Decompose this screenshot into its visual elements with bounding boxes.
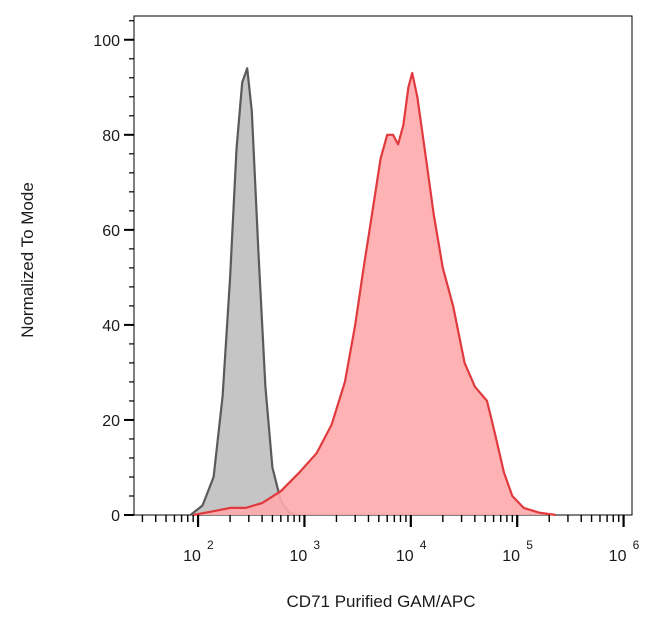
y-tick-label: 20 xyxy=(102,413,120,430)
x-tick-label: 10 xyxy=(183,548,201,565)
x-tick-exponent: 6 xyxy=(633,538,640,552)
y-tick-label: 80 xyxy=(102,128,120,145)
series-1-area xyxy=(190,68,297,516)
series-2-line xyxy=(192,71,556,517)
x-axis-label: CD71 Purified GAM/APC xyxy=(287,592,476,611)
series-1-line xyxy=(189,67,298,517)
x-tick-exponent: 4 xyxy=(420,538,427,552)
x-tick-label: 10 xyxy=(396,548,414,565)
x-tick-exponent: 5 xyxy=(526,538,533,552)
x-tick-exponent: 2 xyxy=(207,538,214,552)
series-2-area xyxy=(193,73,556,515)
x-tick-label: 10 xyxy=(502,548,520,565)
x-tick-label: 10 xyxy=(609,548,627,565)
series-layer xyxy=(189,67,556,517)
x-axis: 10 2 10 3 10 4 10 5 10 6 xyxy=(141,515,640,565)
y-tick-label: 100 xyxy=(93,33,120,50)
x-tick-label: 10 xyxy=(290,548,308,565)
y-axis-label: Normalized To Mode xyxy=(18,182,37,338)
y-tick-label: 0 xyxy=(111,508,120,525)
y-axis: 0 20 40 60 80 100 xyxy=(93,20,134,525)
x-tick-exponent: 3 xyxy=(313,538,320,552)
y-tick-label: 60 xyxy=(102,223,120,240)
y-tick-label: 40 xyxy=(102,318,120,335)
